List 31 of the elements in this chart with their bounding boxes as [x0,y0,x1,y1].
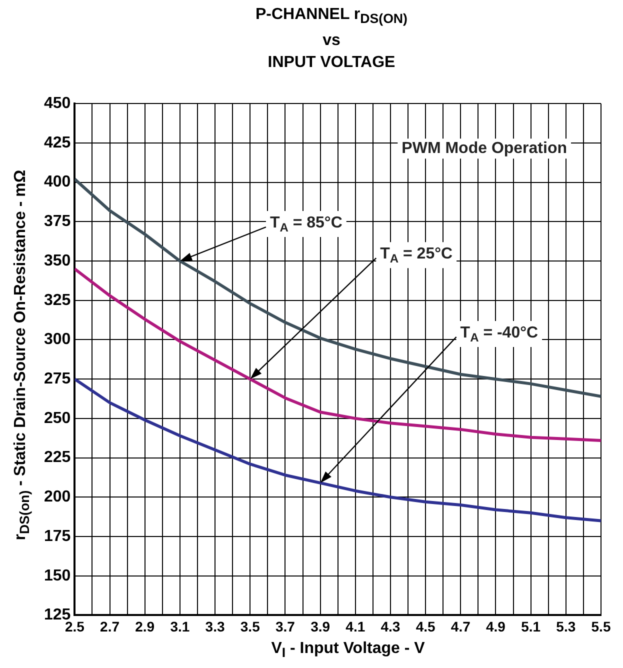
y-tick-label: 400 [44,174,71,191]
y-tick-label: 175 [44,528,71,545]
x-tick-label: 3.3 [205,618,225,634]
x-tick-label: 2.7 [100,618,120,634]
y-tick-label: 350 [44,252,71,270]
x-tick-label: 3.1 [170,618,190,634]
y-tick-label: 375 [44,213,71,230]
y-tick-label: 325 [44,292,71,309]
x-tick-label: 4.5 [416,618,436,634]
chart-title: P-CHANNEL r$_{DS(ON)}$ vs INPUT VOLTAGE [256,6,408,72]
x-tick-label: 2.9 [135,618,155,634]
y-tick-label: 225 [44,449,71,466]
x-tick-label: 4.1 [346,618,366,634]
y-tick-label: 250 [44,410,71,427]
x-tick-label: 4.9 [486,618,506,634]
x-tick-label: 3.9 [310,618,330,634]
annotation: PWM Mode Operation [402,140,567,158]
x-tick-label: 5.1 [521,618,541,634]
y-tick-label: 300 [44,331,71,348]
y-tick-label: 425 [44,134,71,152]
y-tick-label: 275 [44,370,71,388]
y-tick-label: 450 [44,95,71,112]
y-tick-label: 150 [44,567,71,584]
y-tick-label: 200 [44,488,71,506]
x-axis-title: V$_{I}$ - Input Voltage - V [270,640,426,660]
x-tick-label: 3.5 [240,618,260,634]
x-tick-label: 4.3 [380,618,400,634]
x-tick-label: 3.7 [275,618,296,634]
x-tick-label: 4.7 [450,618,471,634]
x-tick-label: 5.5 [591,618,611,634]
x-tick-label: 5.3 [556,618,576,634]
